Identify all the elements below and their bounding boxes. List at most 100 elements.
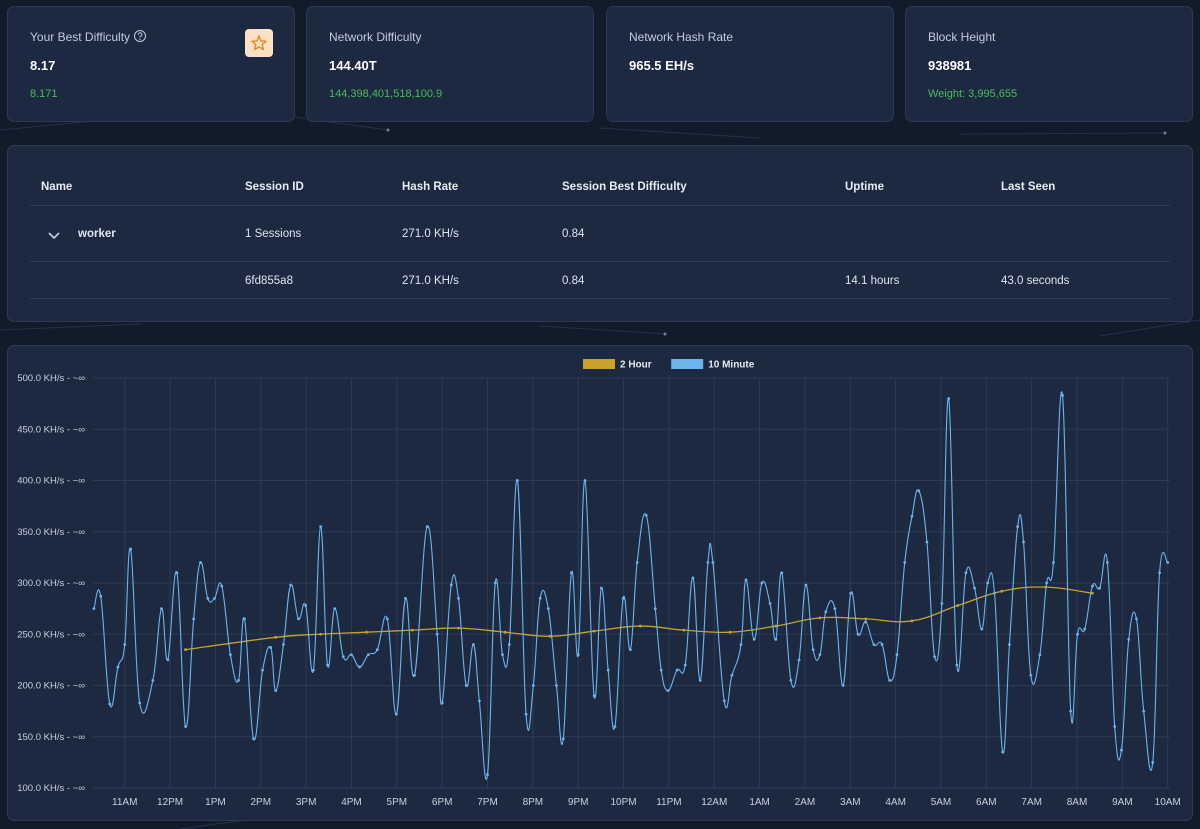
x-tick-label: 11AM: [112, 797, 137, 808]
expand-toggle[interactable]: [47, 228, 61, 242]
x-tick-label: 8AM: [1067, 797, 1088, 808]
data-point: [213, 596, 216, 600]
data-point: [394, 712, 398, 716]
data-point: [1038, 653, 1042, 657]
table-cell: 0.84: [562, 228, 585, 240]
data-point: [123, 643, 127, 646]
data-point: [311, 668, 315, 672]
favorite-button[interactable]: [245, 29, 273, 57]
data-point: [319, 632, 323, 636]
data-point: [804, 583, 808, 587]
data-point: [435, 632, 439, 636]
data-point: [269, 646, 273, 649]
data-point: [138, 701, 142, 705]
table-cell: 0.84: [562, 275, 585, 287]
data-point: [1091, 584, 1094, 588]
data-point: [538, 596, 542, 600]
data-point: [1008, 643, 1011, 646]
data-point: [592, 629, 596, 633]
data-point: [413, 673, 416, 677]
data-point: [947, 397, 951, 400]
y-tick-label: 300.0 KH/s - ~∞: [17, 578, 85, 589]
data-point: [1166, 561, 1170, 564]
data-point: [184, 725, 187, 728]
data-point: [789, 678, 793, 682]
y-tick-label: 500.0 KH/s - ~∞: [17, 373, 85, 384]
data-point: [1120, 748, 1123, 752]
data-point: [503, 630, 507, 634]
card-value: 144.40T: [329, 58, 377, 73]
data-point: [576, 653, 580, 657]
legend-label: 10 Minute: [708, 360, 755, 371]
data-point: [184, 648, 187, 652]
data-point: [653, 607, 657, 611]
card-value: 965.5 EH/s: [629, 58, 695, 73]
data-point: [1069, 709, 1073, 713]
x-tick-label: 10PM: [611, 797, 637, 808]
divider: [30, 261, 1170, 262]
data-point: [243, 617, 246, 621]
data-point: [1061, 394, 1064, 397]
x-tick-label: 7AM: [1021, 797, 1042, 808]
data-point: [644, 513, 648, 517]
stat-card: Your Best Difficulty 8.17 8.171: [7, 6, 295, 122]
data-point: [274, 689, 278, 693]
y-tick-label: 400.0 KH/s - ~∞: [17, 476, 85, 487]
data-point: [282, 643, 285, 646]
data-point: [192, 617, 196, 621]
data-point: [531, 684, 535, 687]
data-point: [404, 596, 407, 600]
data-point: [546, 607, 550, 611]
data-point: [818, 653, 822, 657]
y-tick-label: 150.0 KH/s - ~∞: [17, 732, 85, 743]
data-point: [333, 607, 337, 611]
data-point: [555, 684, 558, 687]
x-tick-label: 11PM: [656, 797, 681, 808]
data-point: [92, 607, 96, 611]
data-point: [365, 630, 368, 634]
data-point: [252, 737, 255, 741]
card-title: Your Best Difficulty: [30, 30, 131, 44]
x-tick-label: 7PM: [477, 797, 498, 808]
data-point: [1158, 571, 1161, 575]
data-point: [1001, 750, 1005, 754]
data-point: [955, 663, 959, 667]
series-line: [93, 391, 1169, 780]
data-point: [797, 658, 801, 662]
data-point: [350, 653, 353, 657]
data-point: [811, 648, 815, 652]
help-icon[interactable]: [133, 29, 147, 43]
data-point: [220, 584, 224, 588]
data-point: [698, 678, 702, 682]
x-tick-label: 2PM: [251, 797, 272, 808]
data-point: [691, 576, 695, 580]
y-tick-label: 200.0 KH/s - ~∞: [17, 681, 85, 692]
data-point: [666, 689, 670, 693]
legend-swatch: [583, 359, 615, 369]
column-header: Uptime: [845, 181, 884, 193]
data-point: [833, 607, 837, 611]
data-point: [638, 624, 642, 628]
column-header: Hash Rate: [402, 181, 459, 193]
data-point: [237, 678, 240, 682]
x-tick-label: 1AM: [749, 797, 770, 808]
data-point: [910, 619, 914, 623]
data-point: [940, 602, 944, 605]
data-point: [297, 617, 300, 621]
data-point: [722, 699, 726, 703]
data-point: [895, 653, 899, 657]
data-point: [728, 630, 732, 634]
table-cell: 1 Sessions: [245, 228, 302, 240]
data-point: [683, 663, 687, 667]
data-point: [613, 725, 617, 728]
data-point: [752, 637, 756, 641]
data-point: [993, 591, 996, 595]
column-header: Name: [41, 181, 73, 193]
x-tick-label: 1PM: [205, 797, 226, 808]
data-point: [199, 561, 202, 564]
data-point: [768, 602, 772, 605]
x-tick-label: 3PM: [296, 797, 317, 808]
column-header: Last Seen: [1001, 181, 1056, 193]
data-point: [910, 514, 914, 518]
